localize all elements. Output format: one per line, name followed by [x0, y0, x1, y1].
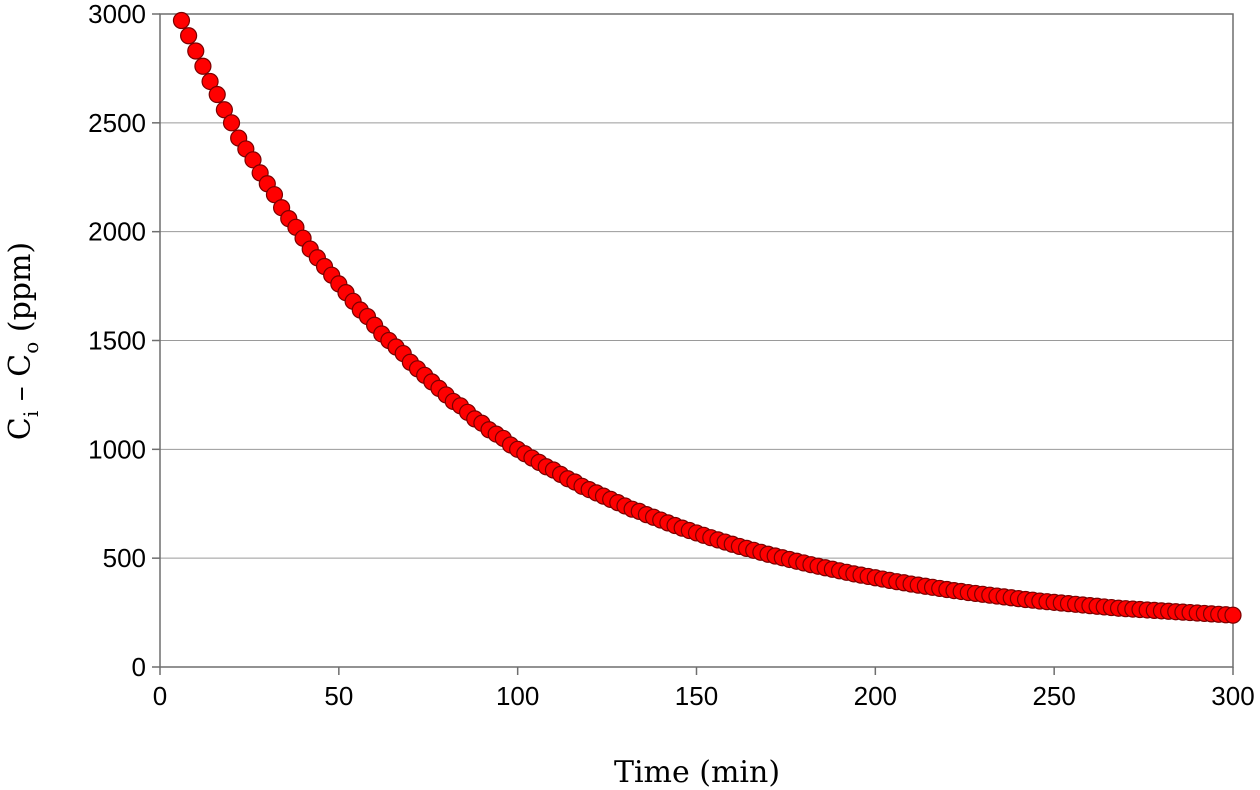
data-point: [172, 11, 191, 30]
y-title-minus: –: [3, 377, 38, 411]
y-tick-label: 0: [132, 652, 146, 682]
x-tick-label: 0: [153, 681, 167, 711]
data-point: [194, 57, 212, 75]
y-title-unit: (ppm): [3, 242, 38, 342]
x-tick-label: 300: [1211, 681, 1254, 711]
y-title-c1: C: [3, 417, 38, 440]
y-axis-title: Ci – Co (ppm): [3, 242, 43, 440]
y-tick-label: 3000: [88, 0, 146, 29]
x-tick-label: 250: [1032, 681, 1075, 711]
data-points: [172, 11, 1242, 624]
y-tick-label: 1500: [88, 326, 146, 356]
x-axis-title: Time (min): [614, 755, 780, 790]
plot-frame: [159, 13, 1234, 668]
data-point: [187, 42, 205, 60]
y-tick-label: 1000: [88, 434, 146, 464]
data-point: [208, 85, 226, 104]
x-tick-label: 150: [675, 681, 718, 711]
y-title-c2: C: [3, 354, 38, 377]
data-point: [201, 72, 219, 91]
y-tick-label: 2500: [88, 108, 146, 138]
gridlines: [160, 13, 1233, 559]
x-tick-label: 100: [496, 681, 539, 711]
data-point: [244, 151, 262, 169]
y-title-sub1: i: [19, 411, 43, 417]
tick-labels: 0 500 1000 1500 2000 2500 3000 0 50 100 150 200 250 3…: [88, 0, 1255, 711]
x-tick-label: 200: [854, 681, 897, 711]
data-point: [215, 101, 233, 119]
data-point: [180, 27, 198, 45]
data-point: [265, 186, 284, 204]
y-tick-label: 500: [103, 543, 146, 573]
y-tick-label: 2000: [88, 217, 146, 247]
x-tick-label: 50: [324, 681, 353, 711]
y-title-sub2: o: [19, 342, 43, 354]
data-point: [222, 114, 241, 132]
data-point: [1224, 606, 1242, 624]
axes: [152, 13, 1234, 675]
